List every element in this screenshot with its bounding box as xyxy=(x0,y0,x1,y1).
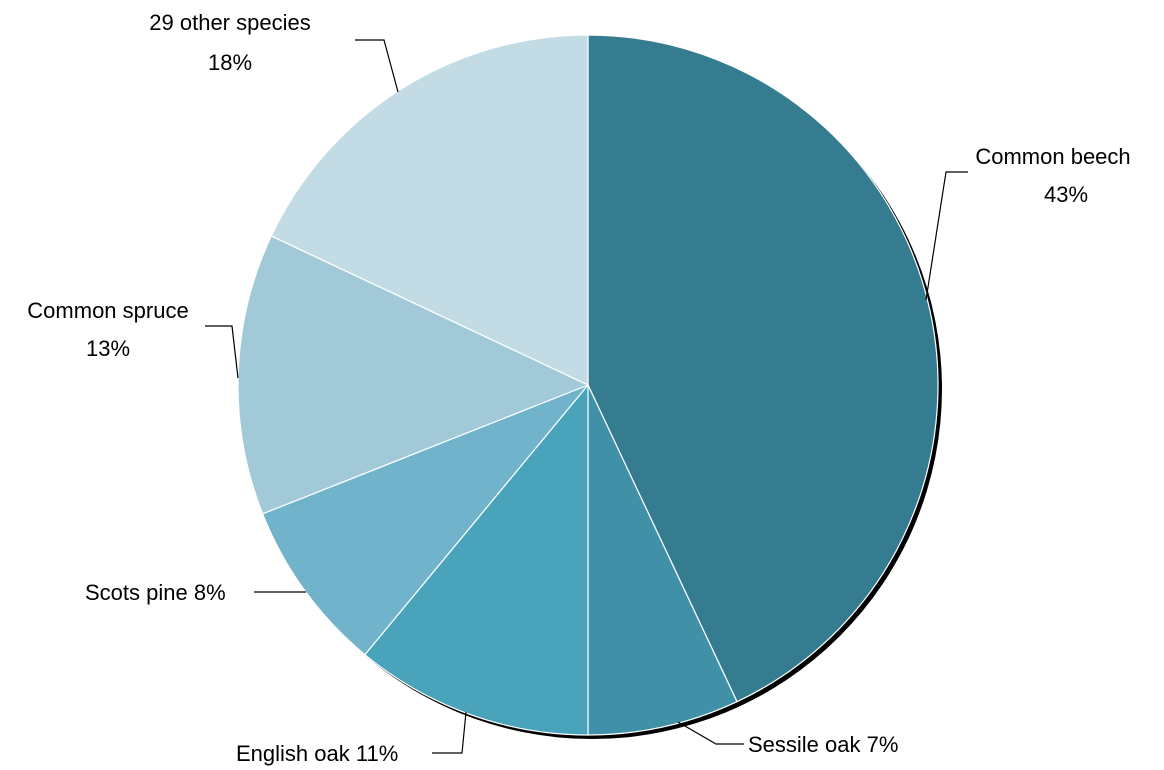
slice-label-common-spruce: Common spruce xyxy=(27,298,188,323)
pie-slice-sessile-oak xyxy=(587,384,738,736)
leader-line-29-other-species xyxy=(355,39,399,93)
pie-slice-scots-pine xyxy=(261,384,589,656)
slice-label-english-oak: English oak 11% xyxy=(236,741,398,766)
pie-slice-29-other-species xyxy=(270,34,589,386)
leader-line-common-spruce xyxy=(205,325,239,379)
pie-slice-english-oak xyxy=(364,383,589,736)
sessile-oak-name: Sessile oak xyxy=(748,732,862,757)
slice-label-29-other-species: 29 other species xyxy=(149,10,310,35)
pie-slices xyxy=(237,34,939,736)
leader-line-sessile-oak xyxy=(677,721,744,745)
leader-lines xyxy=(205,39,968,754)
english-oak-name: English oak xyxy=(236,741,351,766)
leader-line-english-oak xyxy=(432,711,467,754)
sessile-oak-pct: 7% xyxy=(867,732,899,757)
slice-label-common-beech: Common beech xyxy=(975,144,1130,169)
leader-line-common-beech xyxy=(925,171,968,301)
slice-labels: 29 other species 18% Common beech 43% Co… xyxy=(27,10,1130,766)
pie-slice-common-spruce xyxy=(237,235,590,515)
scots-pine-name: Scots pine xyxy=(85,580,188,605)
scots-pine-pct: 8% xyxy=(194,580,226,605)
slice-pct-common-spruce: 13% xyxy=(86,336,130,361)
english-oak-pct: 11% xyxy=(356,741,398,766)
slice-pct-common-beech: 43% xyxy=(1044,182,1088,207)
slice-label-sessile-oak: Sessile oak 7% xyxy=(748,732,898,757)
slice-label-scots-pine: Scots pine 8% xyxy=(85,580,226,605)
pie-slice-common-beech xyxy=(587,34,939,703)
slice-pct-29-other-species: 18% xyxy=(208,50,252,75)
